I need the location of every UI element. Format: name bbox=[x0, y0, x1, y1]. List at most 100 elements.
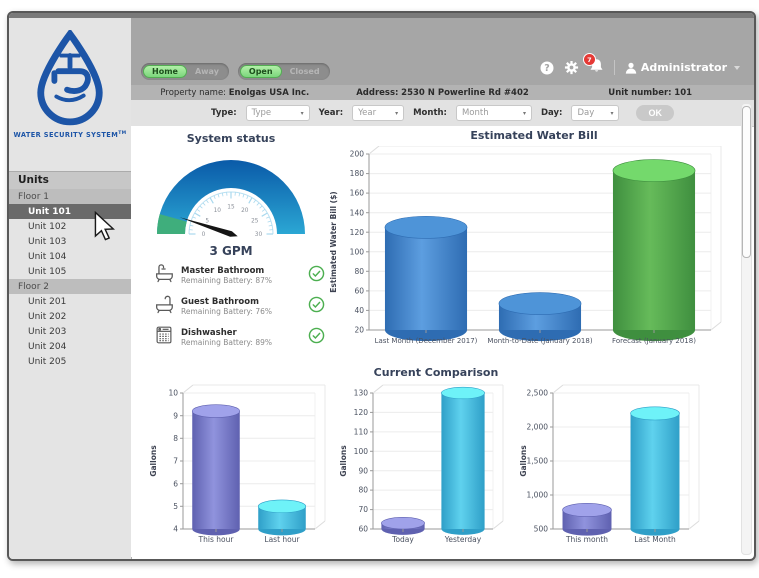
toggle-option-active[interactable]: Home bbox=[143, 65, 187, 78]
sensor-info: Dishwasher Remaining Battery: 89% bbox=[178, 328, 308, 347]
divider bbox=[613, 60, 615, 75]
svg-text:120: 120 bbox=[354, 408, 369, 417]
gauge-reading: 3 GPM bbox=[209, 244, 253, 258]
notifications-bell[interactable]: 7 bbox=[582, 53, 604, 77]
svg-text:9: 9 bbox=[173, 411, 178, 420]
sidebar: WATER SECURITY SYSTEMTM Units Floor 1 Uni… bbox=[9, 18, 132, 559]
svg-text:Month-to-Date (January 2018): Month-to-Date (January 2018) bbox=[487, 337, 592, 345]
svg-text:5: 5 bbox=[173, 502, 178, 511]
svg-text:4: 4 bbox=[173, 525, 178, 534]
svg-text:1,500: 1,500 bbox=[527, 457, 549, 466]
brand-logo: WATER SECURITY SYSTEMTM bbox=[9, 28, 131, 139]
svg-text:Today: Today bbox=[391, 535, 414, 544]
sensor-name: Master Bathroom bbox=[181, 265, 265, 276]
svg-text:180: 180 bbox=[350, 169, 365, 178]
bathtub-shower-icon bbox=[153, 262, 178, 288]
chevron-down-icon: ▾ bbox=[395, 109, 399, 117]
property-name: Property name: Enolgas USA Inc. bbox=[160, 87, 310, 98]
svg-text:2,500: 2,500 bbox=[527, 389, 549, 398]
svg-text:120: 120 bbox=[350, 228, 365, 237]
vertical-scrollbar[interactable] bbox=[741, 103, 752, 555]
sidebar-item-unit-101[interactable]: Unit 101 bbox=[9, 204, 131, 219]
svg-text:500: 500 bbox=[534, 525, 549, 534]
help-icon[interactable]: ? bbox=[540, 61, 554, 75]
current-comparison-title: Current Comparison bbox=[373, 366, 499, 379]
selected-value: Year bbox=[358, 108, 377, 118]
sidebar-group-floor-2[interactable]: Floor 2 bbox=[9, 279, 131, 294]
svg-text:7: 7 bbox=[173, 457, 178, 466]
filter-select-year[interactable]: Year ▾ bbox=[352, 105, 405, 121]
chevron-down-icon bbox=[734, 65, 740, 70]
daily-comparison-chart: 60 70 80 90 100 110 120 130 Today Yesterday Gallon… bbox=[337, 383, 517, 555]
units-header: Units bbox=[9, 171, 131, 189]
app-window: WATER SECURITY SYSTEMTM Units Floor 1 Uni… bbox=[7, 11, 756, 561]
ok-button[interactable]: OK bbox=[636, 105, 674, 121]
sidebar-item-unit-104[interactable]: Unit 104 bbox=[28, 251, 67, 262]
sidebar-item-unit-202[interactable]: Unit 202 bbox=[28, 311, 67, 322]
bathtub-icon bbox=[153, 293, 178, 319]
svg-text:80: 80 bbox=[354, 267, 364, 276]
sidebar-group-floor-1[interactable]: Floor 1 bbox=[9, 189, 131, 204]
toggle-option-active[interactable]: Open bbox=[239, 65, 282, 78]
toggle-home-away[interactable]: Home Away bbox=[141, 63, 229, 80]
svg-text:Estimated Water Bill ($): Estimated Water Bill ($) bbox=[329, 191, 338, 292]
status-ok-icon bbox=[308, 265, 325, 281]
sidebar-item-unit-201[interactable]: Unit 201 bbox=[28, 296, 67, 307]
status-ok-icon bbox=[308, 327, 325, 343]
sidebar-item-unit-203[interactable]: Unit 203 bbox=[28, 326, 67, 337]
toggle-open-closed[interactable]: Open Closed bbox=[237, 63, 330, 80]
svg-text:60: 60 bbox=[354, 287, 364, 296]
filter-label: Year: bbox=[318, 108, 344, 118]
property-info-bar: Property name: Enolgas USA Inc. Address:… bbox=[131, 85, 754, 100]
gear-icon[interactable] bbox=[564, 60, 579, 75]
svg-text:140: 140 bbox=[350, 208, 365, 217]
sensor-name: Guest Bathroom bbox=[181, 296, 259, 307]
filter-select-day[interactable]: Day ▾ bbox=[571, 105, 620, 121]
svg-text:130: 130 bbox=[354, 389, 369, 398]
svg-text:Last hour: Last hour bbox=[264, 535, 300, 544]
trademark: TM bbox=[118, 131, 127, 136]
sensor-name: Dishwasher bbox=[181, 327, 237, 338]
sensor-row: Master Bathroom Remaining Battery: 87% bbox=[153, 262, 325, 288]
svg-text:10: 10 bbox=[168, 389, 178, 398]
unit-number: Unit number: 101 bbox=[608, 87, 693, 98]
window-top-strip bbox=[9, 13, 754, 18]
filter-select-month[interactable]: Month ▾ bbox=[455, 105, 532, 121]
water-drop-faucet-icon bbox=[37, 28, 103, 126]
header-icons: ? 7 bbox=[540, 53, 740, 77]
svg-text:Gallons: Gallons bbox=[519, 445, 528, 477]
svg-text:100: 100 bbox=[350, 247, 365, 256]
svg-text:1,000: 1,000 bbox=[527, 491, 549, 500]
toggle-option-inactive[interactable]: Away bbox=[194, 67, 219, 76]
svg-text:10: 10 bbox=[214, 208, 222, 214]
svg-text:20: 20 bbox=[354, 326, 364, 335]
svg-text:6: 6 bbox=[173, 479, 178, 488]
sidebar-item-unit-102[interactable]: Unit 102 bbox=[28, 221, 67, 232]
sensor-row: Guest Bathroom Remaining Battery: 76% bbox=[153, 293, 325, 319]
brand-name: WATER SECURITY SYSTEMTM bbox=[13, 131, 127, 139]
sidebar-item-unit-103[interactable]: Unit 103 bbox=[28, 236, 67, 247]
chart-plot: 20 40 60 80 100 120 140 160 180 200 Last Month (De… bbox=[327, 145, 741, 360]
sidebar-item-unit-105[interactable]: Unit 105 bbox=[28, 266, 67, 277]
user-menu[interactable]: Administrator bbox=[625, 61, 740, 74]
sensor-row: Dishwasher Remaining Battery: 89% bbox=[153, 324, 325, 350]
sidebar-item-unit-204[interactable]: Unit 204 bbox=[28, 341, 67, 352]
svg-text:30: 30 bbox=[255, 232, 263, 238]
sensor-battery: Remaining Battery: 89% bbox=[181, 337, 273, 347]
svg-text:90: 90 bbox=[358, 466, 368, 475]
sensor-battery: Remaining Battery: 87% bbox=[181, 275, 273, 285]
svg-text:Last Month (December 2017): Last Month (December 2017) bbox=[375, 337, 478, 345]
selected-value: Day bbox=[577, 108, 595, 118]
svg-text:Last Month: Last Month bbox=[634, 535, 676, 544]
filter-bar: Type: Type ▾ Year: Year ▾ Month: Month ▾… bbox=[131, 100, 754, 127]
toggle-option-inactive[interactable]: Closed bbox=[289, 67, 320, 76]
filter-label: Day: bbox=[540, 108, 563, 118]
filter-select-type[interactable]: Type ▾ bbox=[245, 105, 310, 121]
scrollbar-thumb[interactable] bbox=[742, 106, 751, 258]
user-icon bbox=[625, 62, 637, 74]
svg-text:2,000: 2,000 bbox=[527, 423, 549, 432]
sidebar-item-unit-205[interactable]: Unit 205 bbox=[28, 356, 67, 367]
property-address: Address: 2530 N Powerline Rd #402 bbox=[356, 87, 529, 98]
filter-label: Month: bbox=[413, 108, 447, 118]
